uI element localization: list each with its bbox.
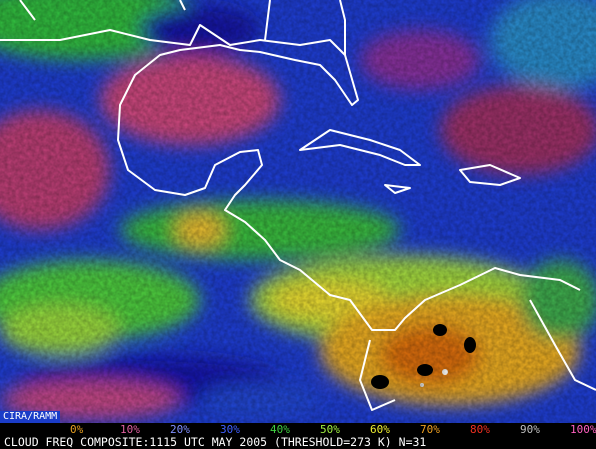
legend-label: 30%: [220, 423, 240, 436]
legend-label: 20%: [170, 423, 190, 436]
legend: 0% 10% 20% 30% 40% 50% 60% 70% 80% 90% 100%: [0, 423, 596, 436]
legend-label: 60%: [370, 423, 390, 436]
legend-label: 100%: [570, 423, 596, 436]
legend-label: 0%: [70, 423, 84, 436]
legend-label: 50%: [320, 423, 340, 436]
legend-label: 70%: [420, 423, 440, 436]
legend-label: 80%: [470, 423, 490, 436]
legend-label: 10%: [120, 423, 140, 436]
credit-label: CIRA/RAMM: [0, 411, 61, 423]
caption: CLOUD FREQ COMPOSITE:1115 UTC MAY 2005 (…: [4, 435, 427, 449]
legend-label: 90%: [520, 423, 540, 436]
satellite-map: [0, 0, 596, 423]
legend-label: 40%: [270, 423, 290, 436]
